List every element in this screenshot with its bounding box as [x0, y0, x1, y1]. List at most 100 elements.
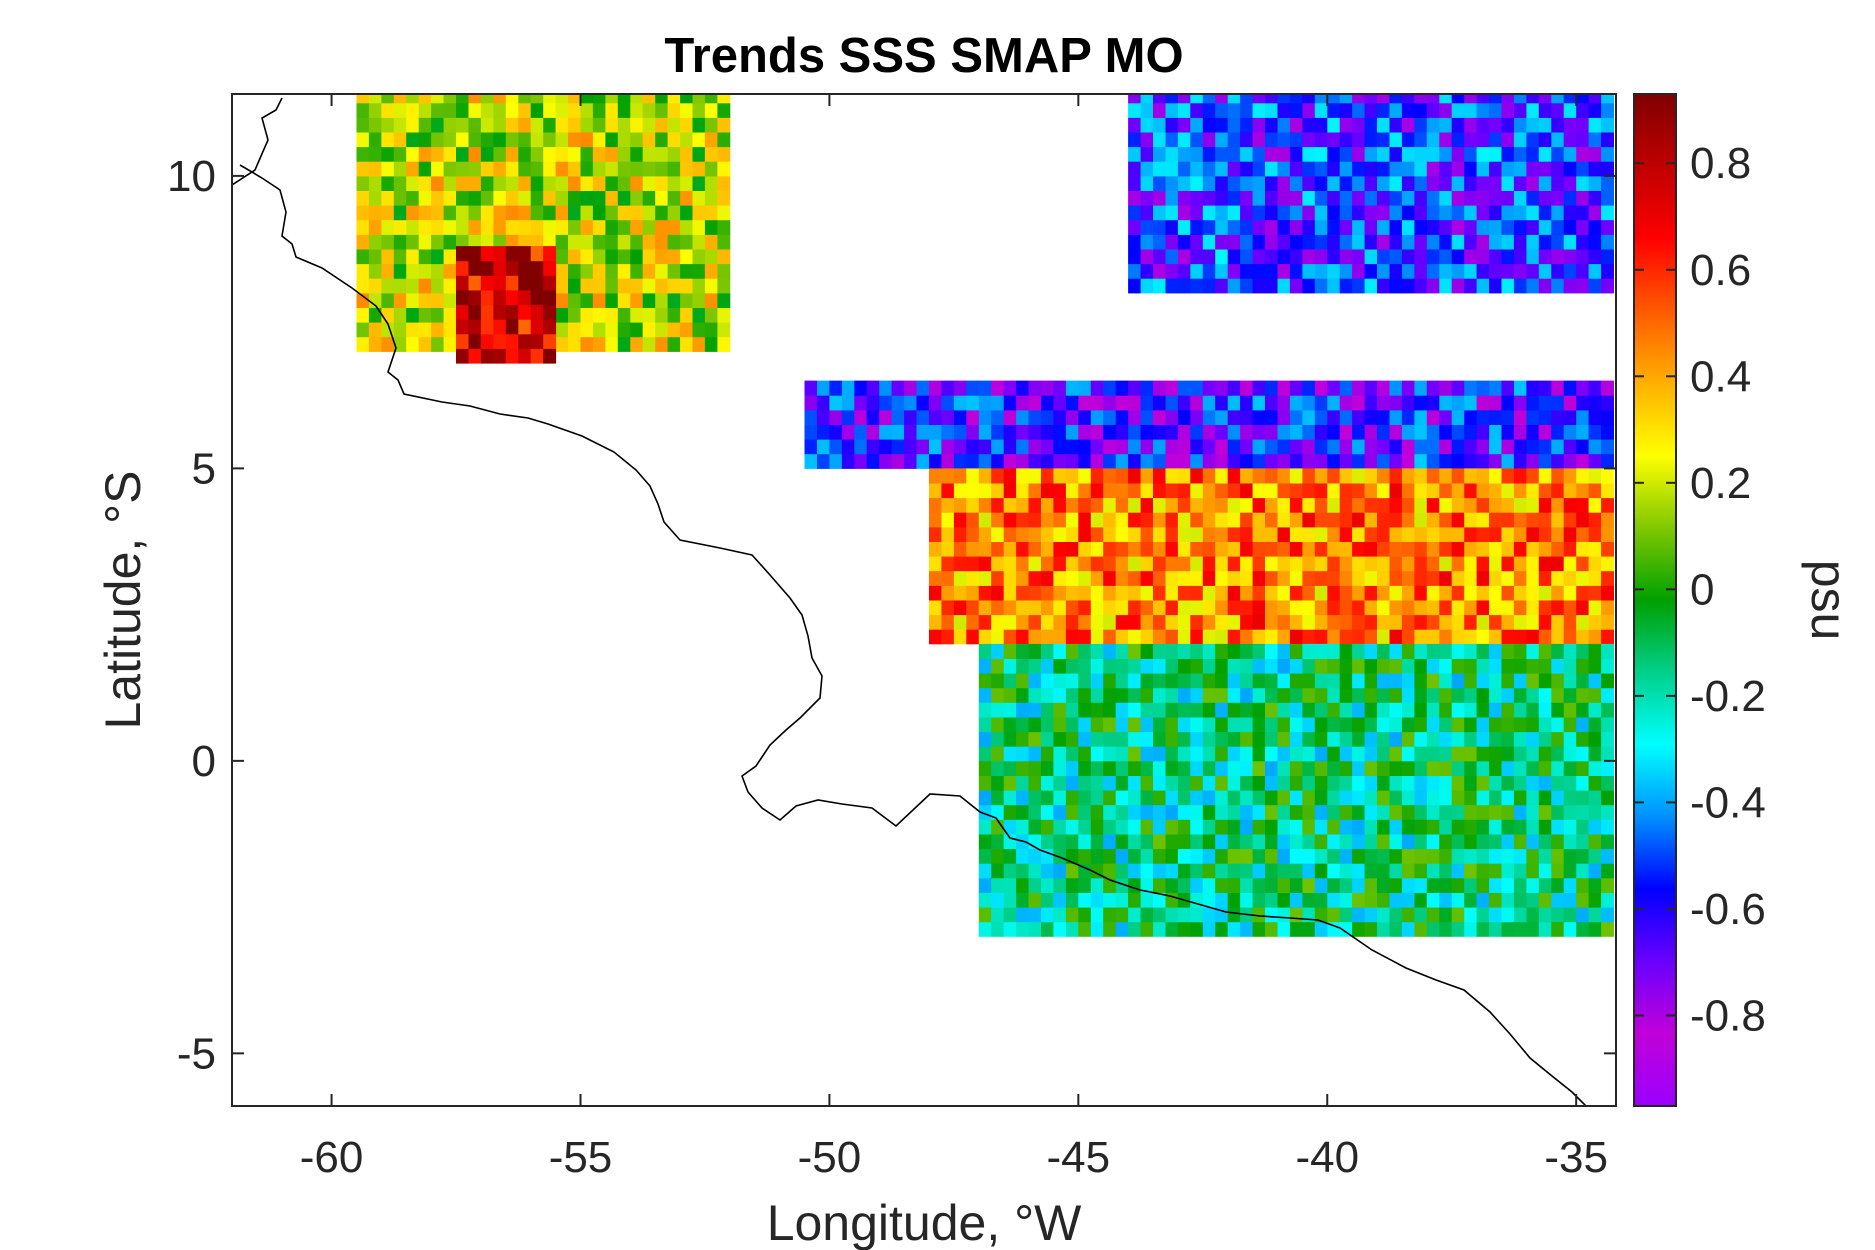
- heatmap-cell: [1140, 249, 1154, 265]
- heatmap-cell: [1190, 117, 1204, 133]
- heatmap-cell: [1103, 556, 1117, 572]
- heatmap-cell: [1090, 790, 1104, 806]
- heatmap-cell: [393, 190, 407, 206]
- heatmap-cell: [1501, 263, 1515, 279]
- heatmap-cell: [1526, 468, 1540, 484]
- heatmap-cell: [580, 146, 594, 162]
- heatmap-cell: [1501, 731, 1515, 747]
- heatmap-cell: [1489, 804, 1502, 820]
- heatmap-cell: [1538, 117, 1552, 133]
- heatmap-cell: [518, 190, 532, 206]
- heatmap-cell: [1277, 921, 1291, 937]
- heatmap-cell: [1489, 249, 1502, 265]
- heatmap-cell: [1576, 775, 1590, 791]
- heatmap-cell: [1327, 453, 1341, 469]
- heatmap-cell: [1202, 219, 1216, 235]
- heatmap-cell: [605, 278, 619, 294]
- heatmap-cell: [1576, 643, 1590, 659]
- heatmap-cell: [1215, 161, 1229, 177]
- heatmap-cell: [1153, 483, 1166, 499]
- heatmap-cell: [543, 348, 557, 364]
- heatmap-cell: [1128, 205, 1141, 221]
- heatmap-cell: [1464, 263, 1478, 279]
- heatmap-cell: [1190, 673, 1204, 689]
- heatmap-cell: [1128, 424, 1141, 440]
- heatmap-cell: [1327, 819, 1341, 835]
- heatmap-cell: [1464, 556, 1478, 572]
- heatmap-cell: [1526, 278, 1540, 294]
- heatmap-cell: [1364, 117, 1378, 133]
- heatmap-cell: [1302, 395, 1316, 411]
- heatmap-cell: [1389, 717, 1403, 733]
- heatmap-cell: [1153, 819, 1166, 835]
- heatmap-cell: [1277, 395, 1291, 411]
- heatmap-cell: [1227, 629, 1241, 645]
- heatmap-cell: [1538, 673, 1552, 689]
- heatmap-cell: [1153, 702, 1166, 718]
- heatmap-cell: [393, 292, 407, 308]
- heatmap-cell: [1414, 541, 1428, 557]
- heatmap-cell: [1090, 717, 1104, 733]
- heatmap-cell: [1140, 497, 1154, 513]
- heatmap-cell: [1090, 614, 1104, 630]
- heatmap-cell: [592, 146, 606, 162]
- heatmap-cell: [1314, 760, 1328, 776]
- heatmap-cell: [530, 190, 544, 206]
- heatmap-cell: [480, 146, 494, 162]
- heatmap-cell: [1588, 863, 1602, 879]
- heatmap-cell: [1439, 526, 1453, 542]
- heatmap-cell: [1364, 205, 1378, 221]
- heatmap-cell: [530, 260, 544, 276]
- heatmap-cell: [1389, 94, 1403, 104]
- heatmap-cell: [1339, 570, 1353, 586]
- heatmap-cell: [1551, 161, 1565, 177]
- heatmap-cell: [1439, 556, 1453, 572]
- heatmap-cell: [1314, 497, 1328, 513]
- heatmap-cell: [1277, 717, 1291, 733]
- heatmap-cell: [1078, 585, 1092, 601]
- heatmap-cell: [1414, 483, 1428, 499]
- heatmap-cell: [1601, 439, 1614, 455]
- heatmap-cell: [1377, 468, 1390, 484]
- heatmap-cell: [829, 380, 843, 396]
- heatmap-cell: [381, 307, 395, 323]
- heatmap-cell: [1426, 263, 1440, 279]
- heatmap-cell: [1476, 643, 1490, 659]
- heatmap-cell: [1302, 892, 1316, 908]
- heatmap-cell: [1314, 863, 1328, 879]
- heatmap-cell: [1551, 790, 1565, 806]
- heatmap-cell: [1364, 760, 1378, 776]
- heatmap-cell: [1377, 921, 1390, 937]
- heatmap-cell: [1451, 175, 1465, 191]
- heatmap-cell: [817, 380, 830, 396]
- heatmap-cell: [1140, 614, 1154, 630]
- heatmap-cell: [518, 290, 532, 306]
- heatmap-cell: [1513, 746, 1527, 762]
- heatmap-cell: [1401, 161, 1415, 177]
- heatmap-cell: [1538, 497, 1552, 513]
- heatmap-cell: [1401, 775, 1415, 791]
- heatmap-cell: [1414, 190, 1428, 206]
- heatmap-cell: [1389, 731, 1403, 747]
- heatmap-cell: [642, 249, 656, 265]
- heatmap-cell: [1563, 643, 1577, 659]
- heatmap-cell: [1563, 424, 1577, 440]
- heatmap-cell: [1252, 175, 1266, 191]
- heatmap-cell: [1389, 424, 1403, 440]
- heatmap-cell: [1551, 219, 1565, 235]
- heatmap-cell: [1563, 790, 1577, 806]
- heatmap-cell: [1265, 892, 1278, 908]
- heatmap-cell: [1153, 687, 1166, 703]
- heatmap-cell: [1513, 907, 1527, 923]
- heatmap-cell: [1177, 790, 1191, 806]
- heatmap-cell: [1563, 234, 1577, 250]
- heatmap-cell: [1302, 658, 1316, 674]
- heatmap-cell: [1177, 175, 1191, 191]
- heatmap-cell: [1377, 409, 1390, 425]
- heatmap-cell: [1153, 877, 1166, 893]
- heatmap-cell: [991, 468, 1005, 484]
- heatmap-cell: [991, 673, 1005, 689]
- heatmap-cell: [1314, 395, 1328, 411]
- heatmap-cell: [1128, 673, 1141, 689]
